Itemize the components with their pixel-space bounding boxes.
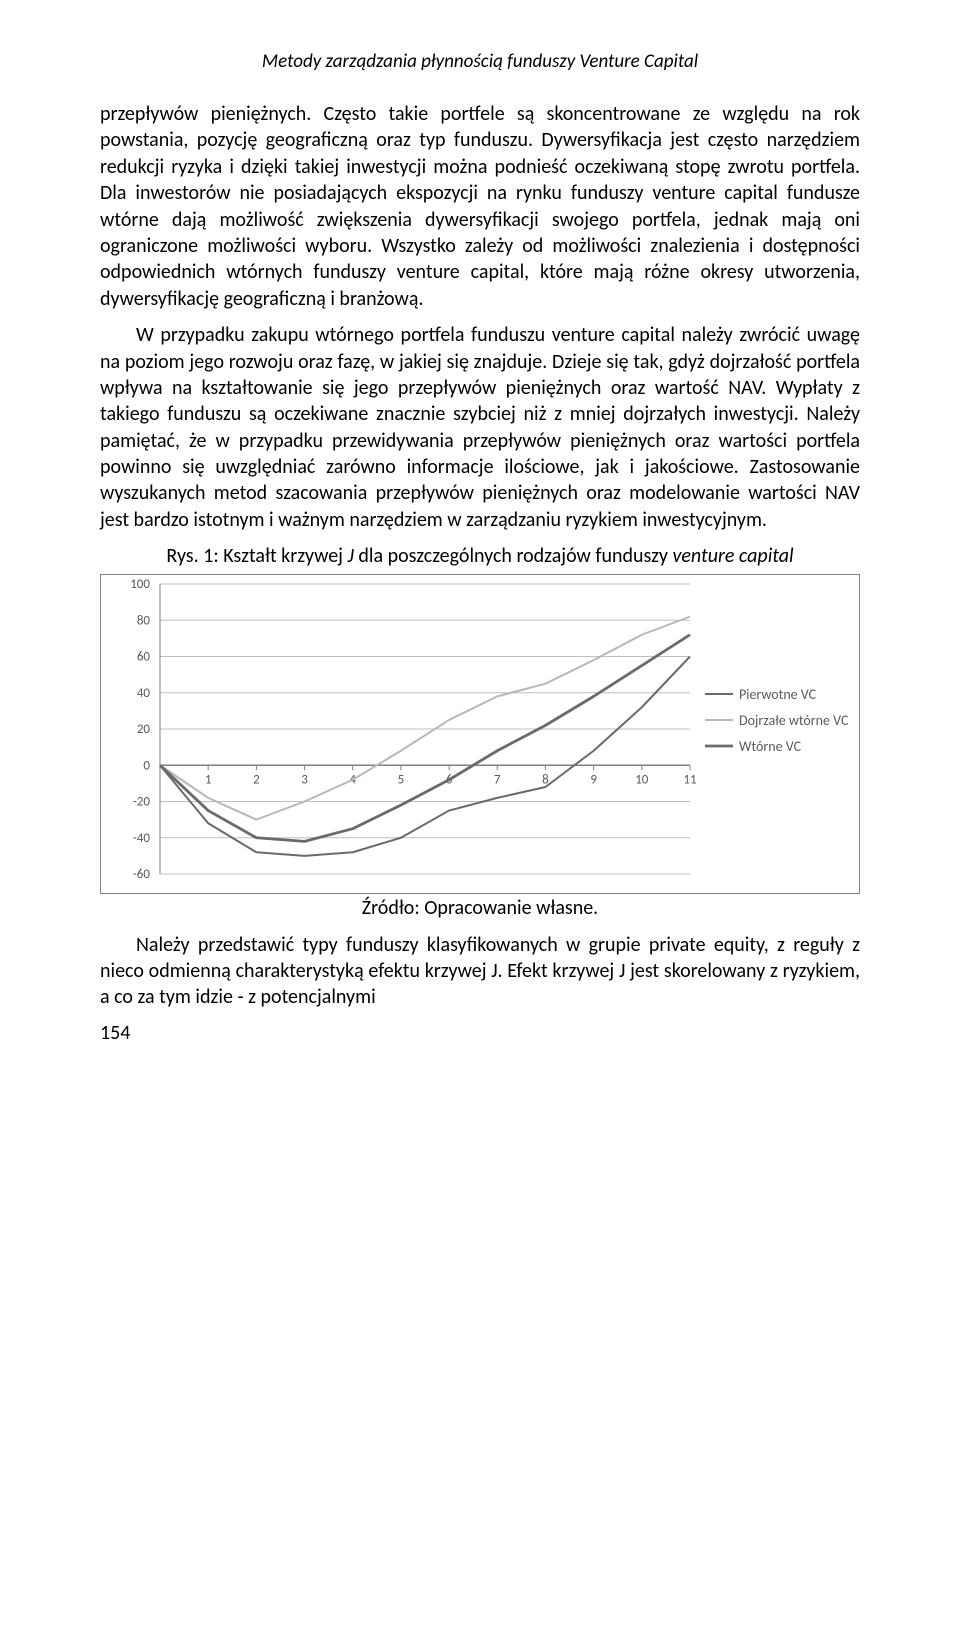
j-curve-chart: -60-40-200204060801001234567891011Pierwo… — [100, 574, 860, 894]
figure-caption: Rys. 1: Kształt krzywej J dla poszczegól… — [100, 543, 860, 569]
svg-text:5: 5 — [398, 772, 405, 787]
svg-text:3: 3 — [301, 772, 308, 787]
figure-caption-mid: dla poszczególnych rodzajów funduszy — [354, 544, 673, 568]
svg-text:80: 80 — [137, 613, 151, 628]
figure-caption-prefix: Rys. 1: Kształt krzywej — [166, 544, 347, 568]
svg-text:-60: -60 — [133, 867, 151, 882]
svg-text:Dojrzałe wtórne VC: Dojrzałe wtórne VC — [739, 712, 849, 729]
running-header: Metody zarządzania płynnością funduszy V… — [100, 50, 860, 73]
svg-text:60: 60 — [137, 649, 151, 664]
svg-text:40: 40 — [137, 685, 151, 700]
figure-source: Źródło: Opracowanie własne. — [100, 896, 860, 920]
page-number: 154 — [100, 1021, 860, 1045]
svg-text:-20: -20 — [133, 794, 151, 809]
svg-text:20: 20 — [137, 722, 151, 737]
svg-text:0: 0 — [143, 758, 150, 773]
svg-text:7: 7 — [494, 772, 501, 787]
svg-text:10: 10 — [635, 772, 649, 787]
svg-text:Wtórne VC: Wtórne VC — [739, 738, 802, 755]
paragraph-3-text: Należy przedstawić typy funduszy klasyfi… — [100, 933, 860, 1010]
svg-text:2: 2 — [253, 772, 260, 787]
paragraph-2: W przypadku zakupu wtórnego portfela fun… — [100, 322, 860, 533]
figure-caption-vc: venture capital — [672, 544, 793, 568]
paragraph-1: przepływów pieniężnych. Często takie por… — [100, 101, 860, 312]
svg-text:100: 100 — [130, 577, 150, 592]
paragraph-2-text: W przypadku zakupu wtórnego portfela fun… — [100, 323, 860, 532]
svg-text:Pierwotne VC: Pierwotne VC — [739, 686, 817, 703]
svg-text:1: 1 — [205, 772, 212, 787]
svg-text:-40: -40 — [133, 830, 151, 845]
paragraph-3: Należy przedstawić typy funduszy klasyfi… — [100, 932, 860, 1011]
svg-text:9: 9 — [590, 772, 597, 787]
svg-text:11: 11 — [683, 772, 696, 787]
